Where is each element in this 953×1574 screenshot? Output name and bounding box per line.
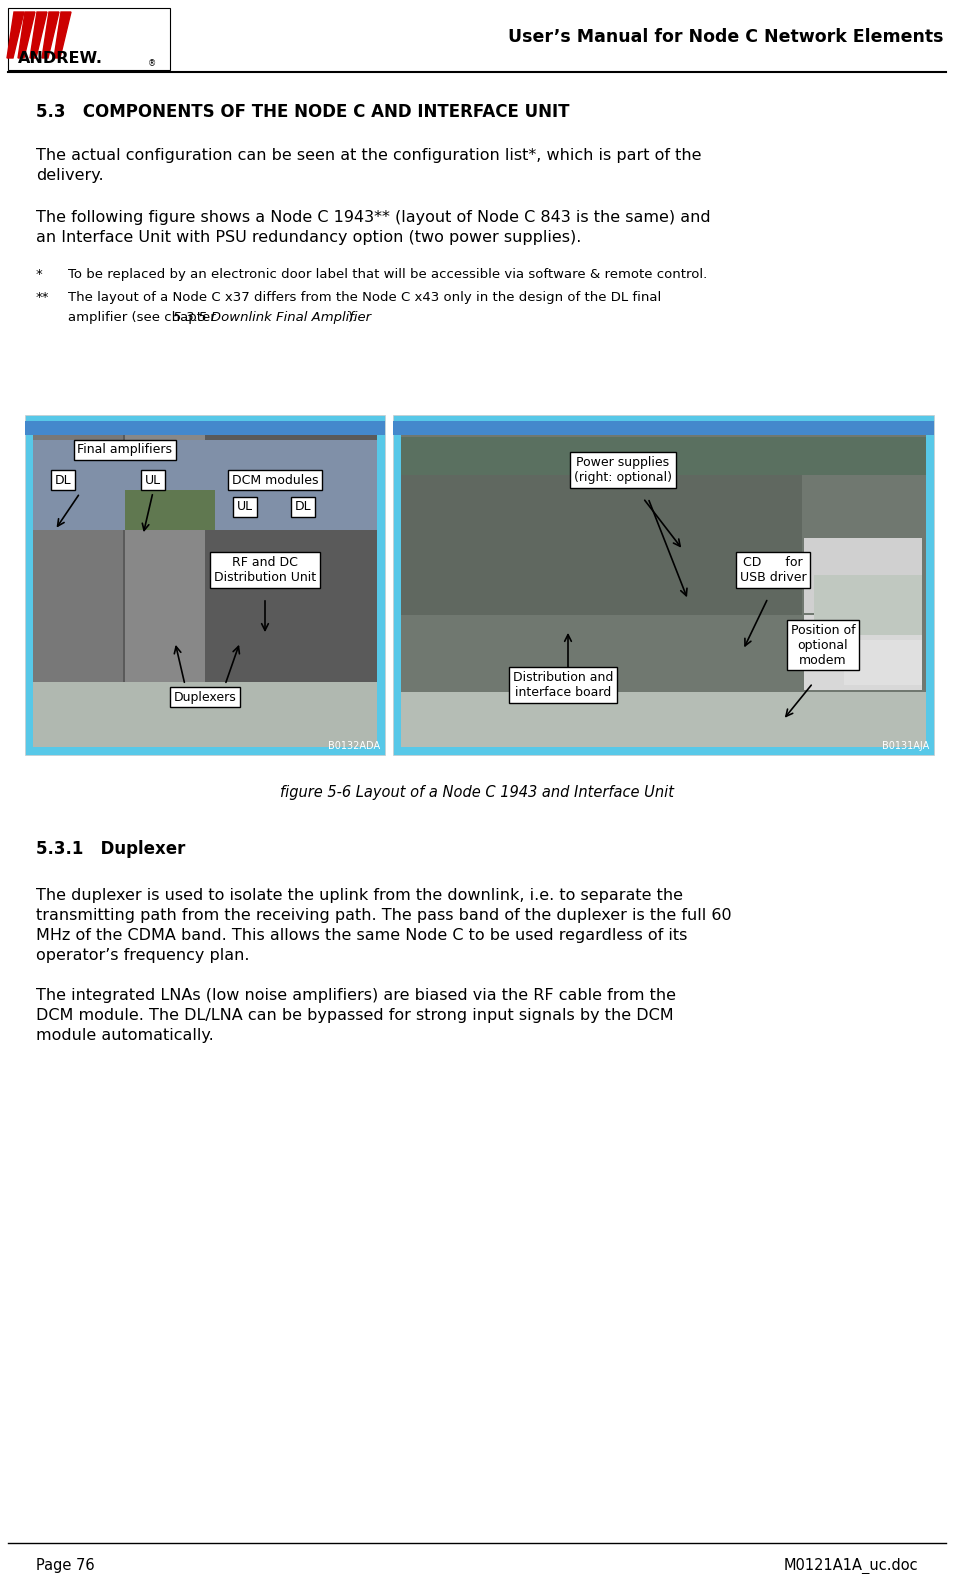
Text: The duplexer is used to isolate the uplink from the downlink, i.e. to separate t: The duplexer is used to isolate the upli… xyxy=(36,888,682,903)
Text: Power supplies
(right: optional): Power supplies (right: optional) xyxy=(574,456,671,483)
Bar xyxy=(25,416,385,756)
Text: DL: DL xyxy=(54,474,71,486)
Bar xyxy=(33,441,376,530)
Text: *: * xyxy=(36,268,43,282)
Text: 5.3   COMPONENTS OF THE NODE C AND INTERFACE UNIT: 5.3 COMPONENTS OF THE NODE C AND INTERFA… xyxy=(36,102,569,121)
Text: Final amplifiers: Final amplifiers xyxy=(77,444,172,456)
Bar xyxy=(813,575,921,634)
Bar xyxy=(8,8,170,69)
Text: The actual configuration can be seen at the configuration list*, which is part o: The actual configuration can be seen at … xyxy=(36,148,700,164)
Text: an Interface Unit with PSU redundancy option (two power supplies).: an Interface Unit with PSU redundancy op… xyxy=(36,230,580,246)
Text: Page 76: Page 76 xyxy=(36,1558,94,1572)
Polygon shape xyxy=(30,13,47,58)
Text: module automatically.: module automatically. xyxy=(36,1028,213,1044)
Bar xyxy=(33,682,376,748)
Text: B0131AJA: B0131AJA xyxy=(881,741,928,751)
Bar xyxy=(843,641,921,685)
Bar xyxy=(125,431,205,682)
Bar xyxy=(33,431,123,682)
Text: The following figure shows a Node C 1943** (layout of Node C 843 is the same) an: The following figure shows a Node C 1943… xyxy=(36,209,710,225)
Bar xyxy=(393,420,933,434)
Text: The layout of a Node C x37 differs from the Node C x43 only in the design of the: The layout of a Node C x37 differs from … xyxy=(68,291,660,304)
Text: MHz of the CDMA band. This allows the same Node C to be used regardless of its: MHz of the CDMA band. This allows the sa… xyxy=(36,929,687,943)
Text: 5.3.1   Duplexer: 5.3.1 Duplexer xyxy=(36,841,185,858)
Text: B0132ADA: B0132ADA xyxy=(328,741,379,751)
Text: UL: UL xyxy=(145,474,161,486)
Bar xyxy=(393,416,933,756)
Text: ).: ). xyxy=(348,312,356,324)
Text: CD      for
USB driver: CD for USB driver xyxy=(739,556,805,584)
Text: ®: ® xyxy=(148,58,156,68)
Text: To be replaced by an electronic door label that will be accessible via software : To be replaced by an electronic door lab… xyxy=(68,268,706,282)
Bar xyxy=(803,538,921,612)
Text: User’s Manual for Node C Network Elements: User’s Manual for Node C Network Element… xyxy=(508,28,943,46)
Text: DCM modules: DCM modules xyxy=(232,474,318,486)
Bar xyxy=(400,475,801,615)
Polygon shape xyxy=(18,13,35,58)
Bar xyxy=(400,430,925,748)
Bar xyxy=(33,430,376,748)
Text: RF and DC
Distribution Unit: RF and DC Distribution Unit xyxy=(213,556,315,584)
Text: Duplexers: Duplexers xyxy=(173,691,236,704)
Bar xyxy=(400,693,925,748)
Polygon shape xyxy=(42,13,59,58)
Text: The integrated LNAs (low noise amplifiers) are biased via the RF cable from the: The integrated LNAs (low noise amplifier… xyxy=(36,988,676,1003)
Bar xyxy=(25,420,385,434)
Text: Distribution and
interface board: Distribution and interface board xyxy=(513,671,613,699)
Text: **: ** xyxy=(36,291,50,304)
Text: M0121A1A_uc.doc: M0121A1A_uc.doc xyxy=(782,1558,917,1574)
Text: UL: UL xyxy=(236,501,253,513)
Text: 5.3.5 Downlink Final Amplifier: 5.3.5 Downlink Final Amplifier xyxy=(172,312,371,324)
Polygon shape xyxy=(54,13,71,58)
Text: transmitting path from the receiving path. The pass band of the duplexer is the : transmitting path from the receiving pat… xyxy=(36,908,731,922)
Text: Position of
optional
modem: Position of optional modem xyxy=(790,623,855,666)
Text: ANDREW.: ANDREW. xyxy=(18,50,103,66)
Bar xyxy=(400,438,925,475)
Text: DL: DL xyxy=(294,501,311,513)
Text: figure 5-6 Layout of a Node C 1943 and Interface Unit: figure 5-6 Layout of a Node C 1943 and I… xyxy=(280,785,673,800)
Bar xyxy=(803,615,921,689)
Text: amplifier (see chapter: amplifier (see chapter xyxy=(68,312,220,324)
Bar xyxy=(125,490,214,530)
Polygon shape xyxy=(7,13,24,58)
Text: operator’s frequency plan.: operator’s frequency plan. xyxy=(36,948,250,963)
Text: DCM module. The DL/LNA can be bypassed for strong input signals by the DCM: DCM module. The DL/LNA can be bypassed f… xyxy=(36,1007,673,1023)
Text: delivery.: delivery. xyxy=(36,168,104,183)
